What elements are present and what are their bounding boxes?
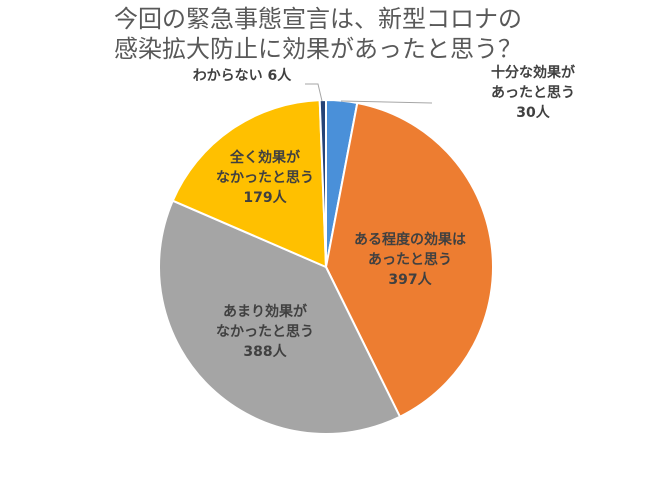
slice-label-1: 十分な効果があったと思う 30人 bbox=[491, 64, 576, 121]
pie-slice-5 bbox=[318, 98, 327, 268]
slice-label-2: ある程度の効果はあったと思う 397人 bbox=[354, 231, 466, 288]
pie-slice-4 bbox=[171, 99, 328, 269]
slice-label-3-line-3: 388人 bbox=[243, 343, 287, 360]
chart-title-line-2: 感染拡大防止に効果があったと思う？ bbox=[114, 35, 522, 63]
pie-slice-2 bbox=[324, 101, 494, 419]
slice-label-3-line-1: あまり効果が bbox=[223, 303, 308, 320]
slice-label-2-line-3: 397人 bbox=[388, 271, 432, 288]
slice-label-4: 全く効果がなかったと思う 179人 bbox=[216, 149, 314, 206]
chart-title-line-1: 今回の緊急事態宣言は、新型コロナの bbox=[114, 5, 522, 33]
slice-label-3: あまり効果がなかったと思う 388人 bbox=[216, 303, 314, 360]
slice-label-1-line-1: 十分な効果が bbox=[491, 64, 576, 81]
slice-label-1-line-2: あったと思う bbox=[491, 85, 575, 101]
slice-label-4-line-3: 179人 bbox=[243, 189, 287, 206]
slice-label-4-line-2: なかったと思う bbox=[216, 170, 314, 186]
leader-line-1 bbox=[340, 100, 433, 104]
slice-label-3-line-2: なかったと思う bbox=[216, 324, 314, 340]
leader-line-5 bbox=[305, 83, 323, 102]
slice-label-4-line-1: 全く効果が bbox=[229, 149, 301, 166]
chart-title: 今回の緊急事態宣言は、新型コロナの 感染拡大防止に効果があったと思う？ bbox=[114, 5, 522, 63]
slice-label-5: わからない 6人 bbox=[193, 67, 293, 84]
slice-label-1-line-3: 30人 bbox=[516, 104, 550, 121]
pie-slices bbox=[158, 98, 494, 435]
slice-label-5-line-1: わからない 6人 bbox=[193, 67, 293, 84]
pie-slice-3 bbox=[158, 199, 402, 435]
slice-label-2-line-2: あったと思う bbox=[368, 252, 452, 268]
leader-lines bbox=[305, 83, 433, 104]
slice-label-2-line-1: ある程度の効果は bbox=[354, 231, 466, 248]
